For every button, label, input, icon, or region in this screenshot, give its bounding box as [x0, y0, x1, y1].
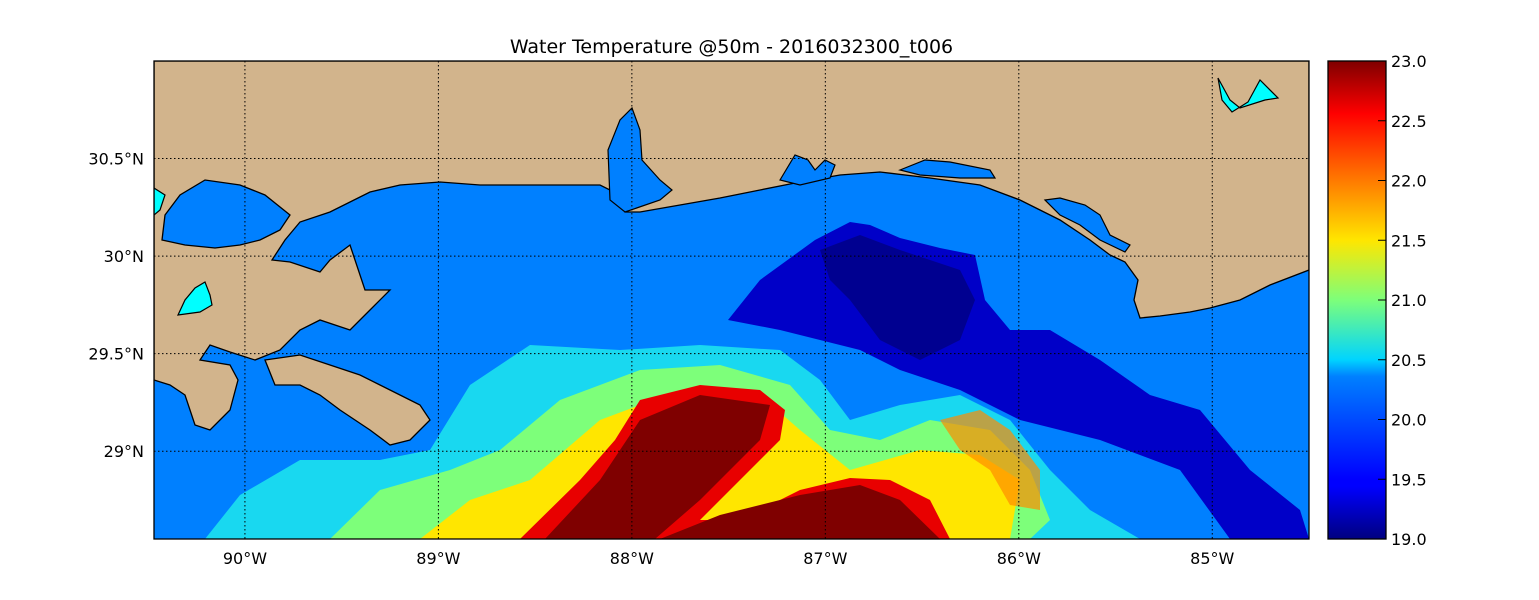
colorbar-ticks: 23.0 22.5 22.0 21.5 21.0 20.5 20.0 19.5 19.0 [1378, 52, 1427, 549]
colorbar-tick-label: 20.5 [1391, 351, 1427, 370]
mississippi-delta [264, 354, 431, 446]
colorbar-tick-label: 19.5 [1391, 470, 1427, 489]
page-title: Water Temperature @50m - 2016032300_t006 [509, 36, 954, 58]
hot-core-south [660, 485, 940, 539]
lon-label: 87°W [803, 549, 847, 568]
map-frame [153, 60, 1310, 540]
pensacola-bay [779, 154, 836, 186]
lon-label: 88°W [610, 549, 654, 568]
colorbar: 23.0 22.5 22.0 21.5 21.0 20.5 20.0 19.5 19.0 [1327, 52, 1427, 549]
lon-label: 86°W [997, 549, 1041, 568]
colorbar-tick-label: 20.0 [1391, 411, 1427, 430]
land [154, 61, 1309, 431]
lat-label: 30.5°N [88, 150, 144, 169]
lake-small [176, 281, 213, 316]
lat-label: 29.5°N [88, 345, 144, 364]
choctawhatchee-bay [898, 159, 997, 179]
hot-core [545, 395, 770, 539]
colorbar-tick-label: 23.0 [1391, 52, 1427, 71]
warm-swirl [940, 410, 1040, 510]
colorbar-tick-label: 21.5 [1391, 231, 1427, 250]
colorbar-gradient [1327, 60, 1387, 540]
lake-west [154, 187, 166, 216]
colorbar-tick-label: 19.0 [1391, 530, 1427, 549]
colorbar-tick-label: 22.5 [1391, 112, 1427, 131]
lon-label: 89°W [416, 549, 460, 568]
lake-pontchartrain [161, 179, 291, 249]
temperature-field [205, 222, 1309, 539]
colorbar-tick-label: 22.0 [1391, 172, 1427, 191]
st-andrew-bay [1043, 197, 1131, 253]
gridlines [154, 61, 1309, 539]
colorbar-tick-label: 21.0 [1391, 291, 1427, 310]
lat-label: 30°N [104, 247, 144, 266]
lon-label: 85°W [1190, 549, 1234, 568]
mobile-bay [607, 106, 673, 213]
map-area [154, 61, 1309, 539]
cold-eddy-core [820, 235, 975, 360]
lat-labels: 30.5°N 30°N 29.5°N 29°N [88, 150, 144, 462]
lat-label: 29°N [104, 442, 144, 461]
lon-label: 90°W [223, 549, 267, 568]
lake-northeast [1217, 77, 1280, 113]
lon-labels: 90°W 89°W 88°W 87°W 86°W 85°W [223, 549, 1235, 568]
